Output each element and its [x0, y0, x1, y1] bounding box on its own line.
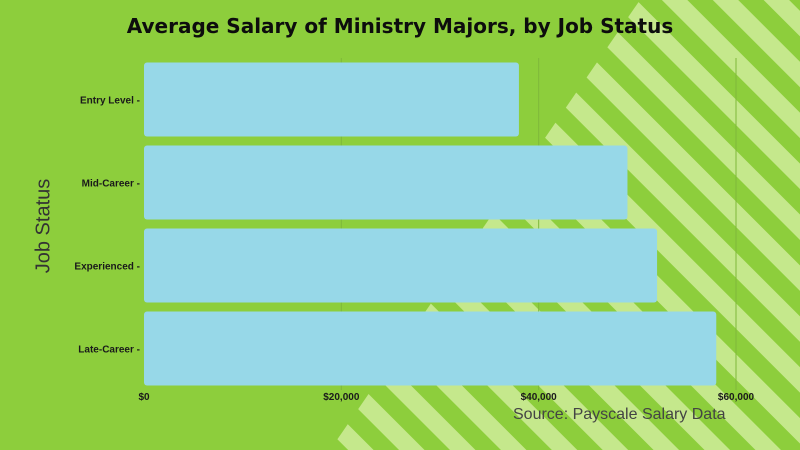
x-tick-label: $0	[138, 392, 150, 403]
category-label: Mid-Career -	[82, 179, 140, 190]
x-tick-label: $60,000	[718, 392, 755, 403]
bar	[144, 62, 519, 137]
category-label: Late-Career -	[78, 345, 140, 356]
bar	[144, 228, 658, 303]
bar	[144, 311, 717, 386]
bar	[144, 145, 628, 220]
chart-title: Average Salary of Ministry Majors, by Jo…	[126, 14, 674, 38]
source-note: Source: Payscale Salary Data	[513, 406, 726, 423]
category-label: Experienced -	[74, 262, 140, 273]
x-tick-label: $40,000	[521, 392, 558, 403]
category-label: Entry Level -	[80, 96, 140, 107]
x-tick-label: $20,000	[323, 392, 360, 403]
